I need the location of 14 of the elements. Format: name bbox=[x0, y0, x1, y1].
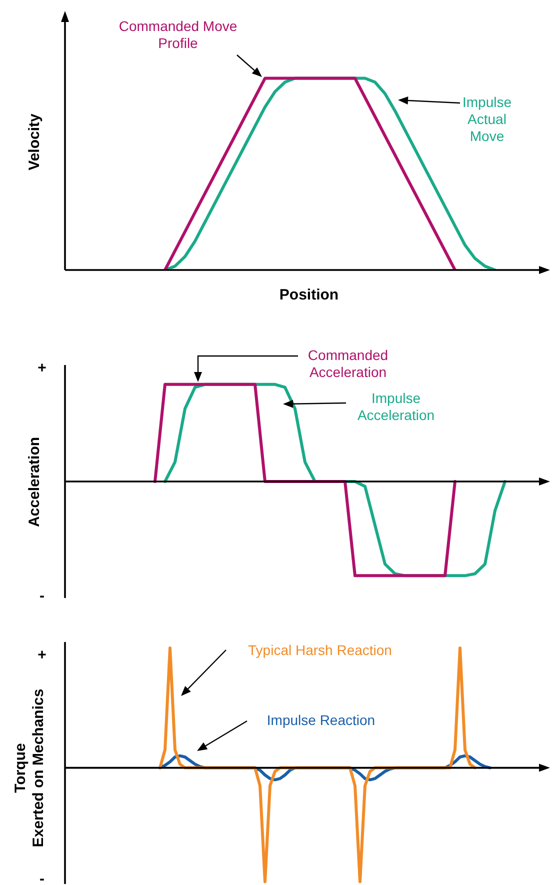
y-axis-title: Torque Exerted on Mechanics bbox=[12, 688, 48, 848]
y-axis-title: Velocity bbox=[26, 114, 44, 170]
text: Commanded Acceleration bbox=[306, 347, 390, 381]
text: + bbox=[38, 646, 46, 664]
text: Commanded Move Profile bbox=[118, 18, 238, 52]
text: Impulse Acceleration bbox=[356, 390, 436, 424]
x-axis-title: Position bbox=[279, 286, 339, 304]
text: Typical Harsh Reaction bbox=[247, 642, 393, 659]
y-axis-title: Acceleration bbox=[26, 436, 44, 528]
text: Impulse Actual Move bbox=[461, 94, 513, 145]
text: - bbox=[40, 588, 44, 604]
text: + bbox=[38, 360, 46, 376]
text: - bbox=[40, 870, 44, 885]
text: Impulse Reaction bbox=[266, 712, 376, 729]
